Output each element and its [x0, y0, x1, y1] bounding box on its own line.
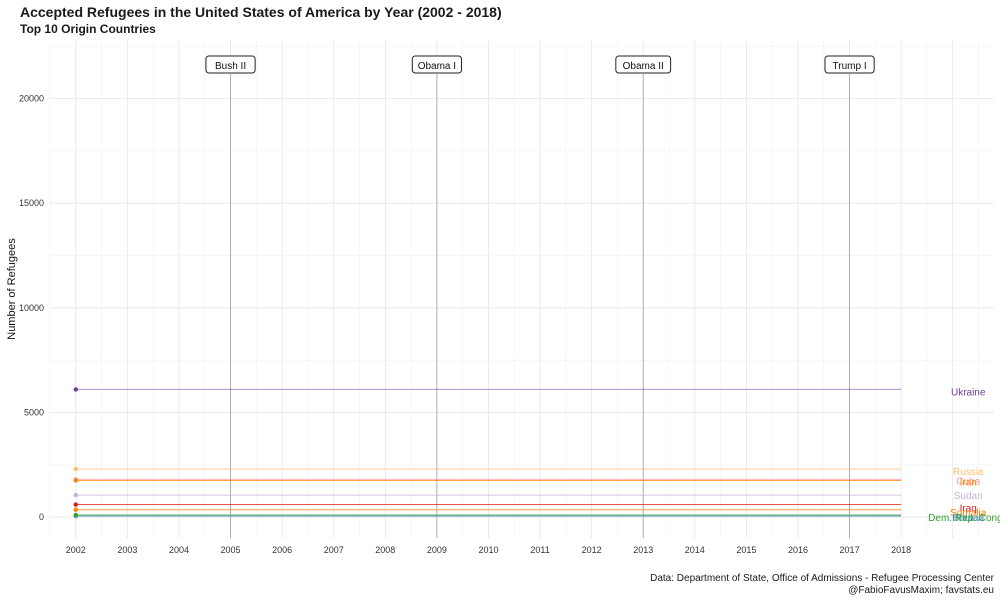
- y-tick-label: 0: [39, 512, 44, 522]
- series-point: [73, 478, 78, 483]
- x-tick-label: 2006: [272, 545, 292, 555]
- administration-label-box: [205, 55, 256, 74]
- x-tick-label: 2004: [169, 545, 189, 555]
- administration-label: Trump I: [833, 61, 867, 72]
- caption-author: @FabioFavusMaxim; favstats.eu: [848, 585, 994, 596]
- series-label: Cuba: [956, 476, 980, 487]
- y-tick-label: 20000: [19, 94, 44, 104]
- series-point: [73, 492, 78, 498]
- series-point: [73, 466, 78, 472]
- x-tick-label: 2015: [736, 545, 756, 555]
- administration-label: Obama II: [623, 61, 664, 72]
- series-layer: [73, 387, 902, 519]
- x-tick-label: 2003: [117, 545, 137, 555]
- x-tick-label: 2012: [582, 545, 602, 555]
- x-tick-label: 2017: [840, 545, 860, 555]
- x-tick-label: 2002: [66, 545, 86, 555]
- x-tick-label: 2009: [427, 545, 447, 555]
- x-tick-label: 2016: [788, 545, 808, 555]
- x-tick-label: 2018: [891, 545, 911, 555]
- x-tick-label: 2007: [324, 545, 344, 555]
- series-point: [73, 387, 78, 392]
- chart-title: Accepted Refugees in the United States o…: [20, 4, 502, 20]
- x-tick-label: 2014: [685, 545, 705, 555]
- x-tick-label: 2010: [478, 545, 498, 555]
- administration-label-box: [615, 55, 672, 74]
- caption-source: Data: Department of State, Office of Adm…: [650, 573, 994, 584]
- chart-subtitle: Top 10 Origin Countries: [20, 22, 156, 36]
- series-label: Iraq: [960, 504, 977, 515]
- y-axis-title: Number of Refugees: [6, 238, 18, 340]
- administration-label: Obama I: [418, 61, 456, 72]
- series-label: Russia: [953, 467, 984, 478]
- grid-layer: [49, 40, 994, 538]
- x-tick-label: 2013: [633, 545, 653, 555]
- x-tick-label: 2008: [375, 545, 395, 555]
- y-tick-label: 5000: [24, 407, 44, 417]
- series-label: Bhutan: [952, 513, 984, 524]
- administration-label: Bush II: [215, 61, 246, 72]
- administration-label-box: [411, 55, 462, 74]
- y-tick-label: 10000: [19, 303, 44, 313]
- series-label: Burma: [953, 513, 983, 524]
- x-tick-label: 2011: [530, 545, 549, 555]
- series-label: Iran: [960, 478, 977, 489]
- series-point: [73, 502, 78, 507]
- administration-markers: Bush II Obama I Obama II Trump I: [205, 55, 875, 538]
- series-label: Somalia: [950, 508, 987, 519]
- administration-label-box: [824, 55, 875, 74]
- x-tick-label: 2005: [221, 545, 241, 555]
- y-tick-label: 15000: [19, 198, 44, 208]
- axes-layer: 2002 2003 2004 2005 2006 2007 2008 2009 2010 2011…: [6, 94, 911, 555]
- series-label: Sudan: [954, 491, 983, 502]
- series-label: Ukraine: [951, 388, 986, 399]
- series-label: Dem. Rep. Congo: [928, 513, 1000, 524]
- series-point: [73, 507, 78, 512]
- series-point: [73, 512, 78, 518]
